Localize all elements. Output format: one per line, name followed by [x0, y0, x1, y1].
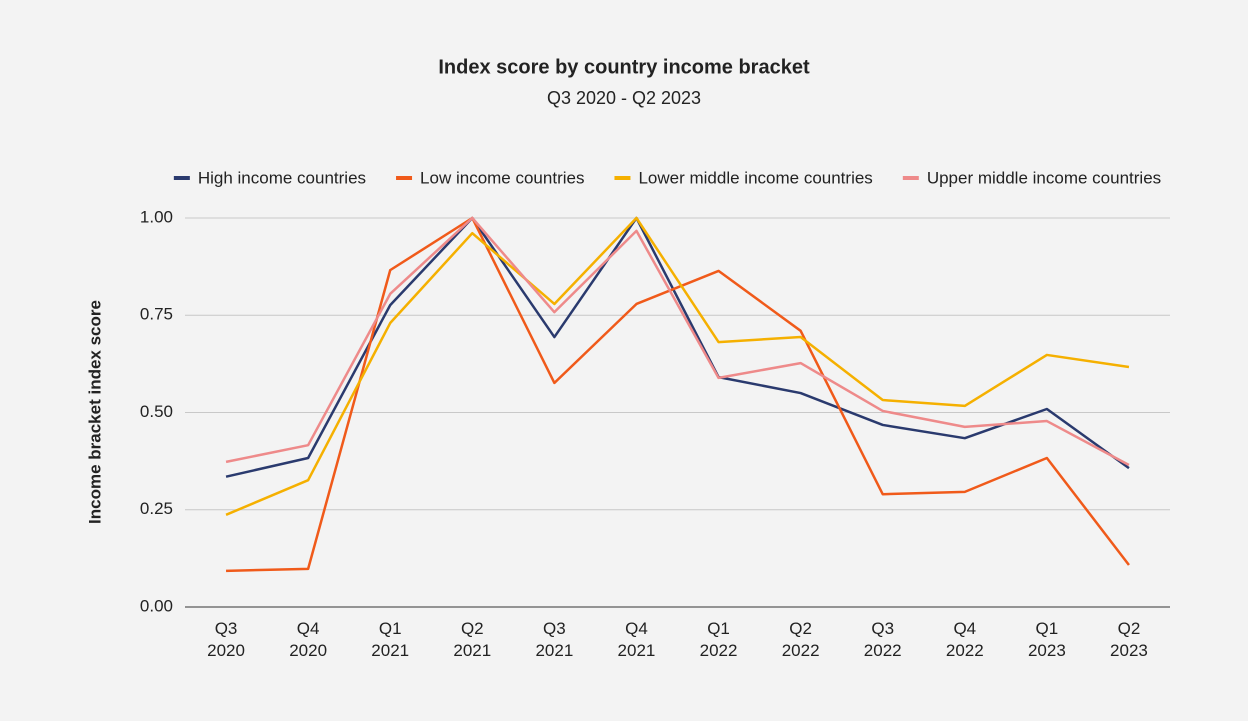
x-tick-label: Q2 2021	[453, 619, 491, 660]
chart-subtitle: Q3 2020 - Q2 2023	[547, 88, 701, 108]
x-tick-label: Q1 2021	[371, 619, 409, 660]
legend-label: Low income countries	[420, 168, 584, 187]
y-tick-label: 1.00	[140, 207, 173, 226]
legend-label: Upper middle income countries	[927, 168, 1161, 187]
legend-label: Lower middle income countries	[638, 168, 872, 187]
y-tick-label: 0.25	[140, 499, 173, 518]
x-tick-label: Q2 2023	[1110, 619, 1148, 660]
legend-label: High income countries	[198, 168, 366, 187]
series-line	[225, 216, 1130, 478]
x-tick-label: Q2 2022	[782, 619, 820, 660]
y-axis-label: Income bracket index score	[85, 300, 104, 524]
series-line	[226, 216, 1130, 573]
x-tick-label: Q3 2022	[864, 619, 902, 660]
x-tick-label: Q3 2020	[207, 619, 245, 660]
x-tick-label: Q1 2022	[700, 619, 738, 660]
y-tick-label: 0.00	[140, 596, 173, 615]
series-line	[225, 216, 1130, 516]
series-line	[225, 216, 1130, 467]
y-tick-label: 0.75	[140, 305, 173, 324]
y-tick-label: 0.50	[140, 402, 173, 421]
x-tick-label: Q4 2021	[618, 619, 656, 660]
x-tick-label: Q3 2021	[535, 619, 573, 660]
chart-title: Index score by country income bracket	[438, 56, 810, 78]
x-tick-label: Q4 2022	[946, 619, 984, 660]
x-tick-label: Q1 2023	[1028, 619, 1066, 660]
x-tick-label: Q4 2020	[289, 619, 327, 660]
